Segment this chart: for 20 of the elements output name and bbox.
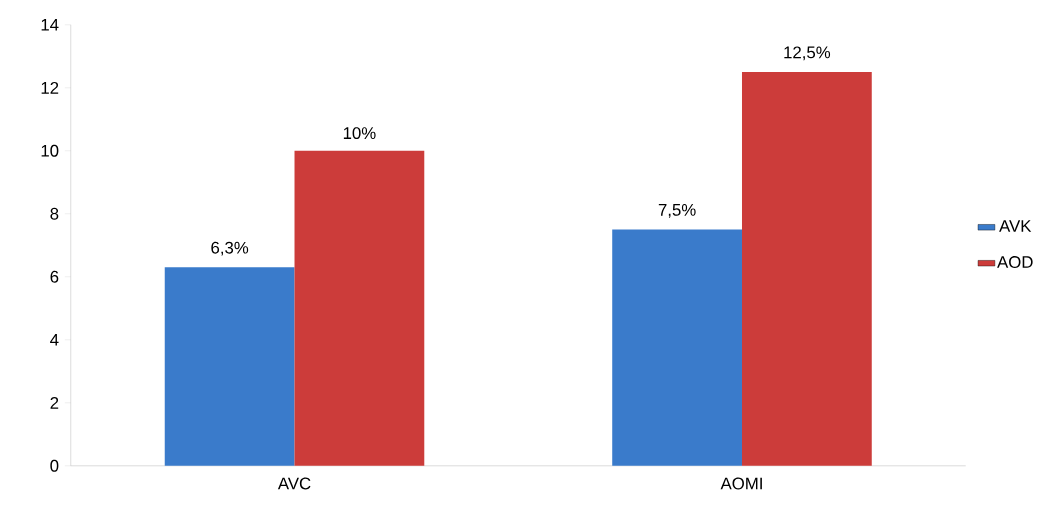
data-label: 7,5%	[658, 203, 696, 218]
y-tick-label: 12	[41, 81, 59, 94]
y-tick-label: 4	[50, 333, 59, 346]
legend-label: AVK	[999, 220, 1032, 232]
bar	[741, 71, 872, 466]
bar	[164, 267, 295, 466]
bar	[294, 150, 425, 466]
data-label: 6,3%	[211, 241, 249, 256]
legend-label: AOD	[997, 255, 1033, 268]
y-tick-label: 6	[50, 270, 59, 283]
y-tick-label: 10	[41, 144, 59, 157]
x-tick-label: AOMI	[720, 477, 762, 490]
y-tick-label: 0	[50, 459, 59, 472]
data-label: 10%	[343, 126, 376, 139]
y-tick-label: 14	[41, 18, 59, 31]
bar	[612, 229, 742, 466]
data-label: 12,5%	[784, 46, 831, 61]
y-tick-label: 2	[50, 396, 59, 409]
x-tick-label: AVC	[277, 477, 311, 490]
y-tick-label: 8	[50, 207, 59, 220]
